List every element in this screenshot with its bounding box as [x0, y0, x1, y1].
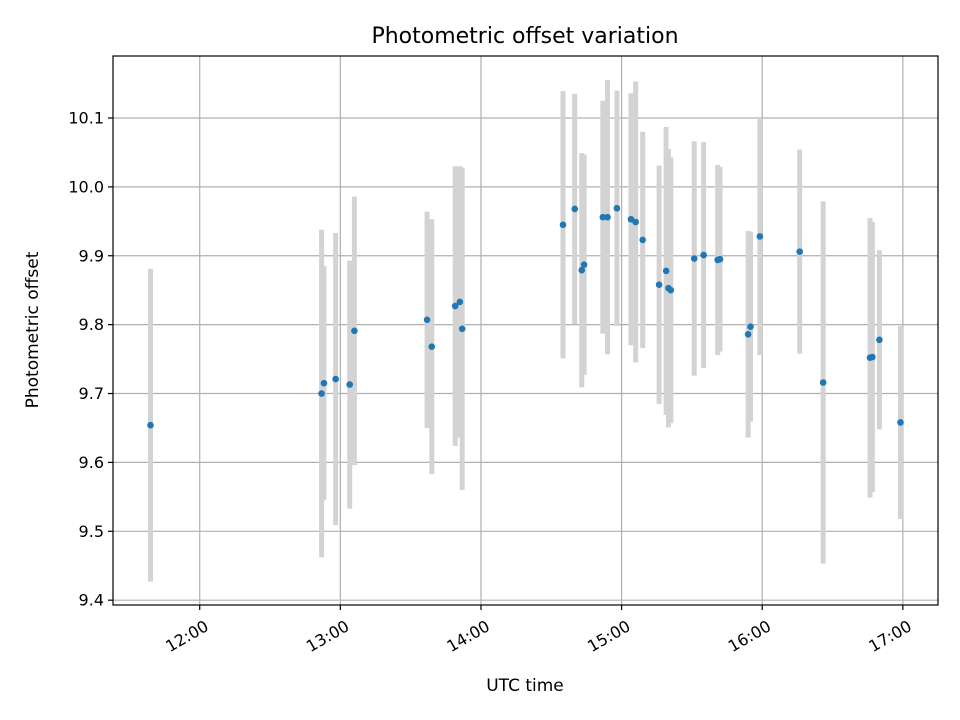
- data-point: [756, 233, 764, 240]
- y-tick-label: 9.5: [79, 522, 104, 541]
- data-point: [639, 236, 646, 244]
- data-point: [869, 353, 876, 361]
- data-point: [876, 336, 883, 344]
- data-point: [351, 327, 358, 335]
- data-point: [632, 218, 639, 226]
- data-point: [578, 266, 586, 274]
- data-point: [559, 221, 567, 229]
- data-point: [796, 248, 804, 255]
- data-point: [716, 255, 724, 263]
- data-point: [147, 421, 154, 429]
- data-point: [458, 325, 466, 333]
- data-point: [346, 381, 354, 388]
- data-point: [423, 316, 431, 324]
- x-axis-label: UTC time: [486, 676, 564, 696]
- data-point: [655, 281, 663, 288]
- data-point: [819, 379, 827, 386]
- y-axis-label: Photometric offset: [23, 251, 43, 408]
- data-point: [451, 302, 459, 310]
- y-tick-label: 10.0: [68, 177, 104, 196]
- data-point: [318, 390, 325, 397]
- data-point: [897, 419, 904, 426]
- data-point: [667, 286, 675, 294]
- data-point: [700, 251, 707, 259]
- data-point: [456, 298, 464, 306]
- data-point: [744, 330, 752, 338]
- data-point: [613, 204, 621, 212]
- data-point: [428, 343, 436, 350]
- data-point: [747, 323, 754, 331]
- data-point: [604, 213, 611, 221]
- y-axis-ticks: 9.4 9.5 9.6 9.7 9.8 9.9 10.0 10.1: [68, 108, 113, 610]
- y-tick-label: 9.7: [79, 384, 104, 403]
- data-point: [571, 205, 579, 213]
- y-tick-label: 9.6: [79, 453, 104, 472]
- data-point: [599, 213, 607, 221]
- plot-frame: [112, 55, 939, 606]
- chart-title: Photometric offset variation: [371, 24, 678, 49]
- y-tick-label: 10.1: [68, 108, 104, 127]
- data-point: [690, 255, 698, 262]
- y-tick-label: 9.8: [79, 315, 104, 334]
- data-point: [320, 379, 328, 387]
- y-tick-label: 9.9: [79, 246, 104, 265]
- data-point: [580, 261, 588, 269]
- data-points: [147, 204, 904, 429]
- data-point: [662, 267, 670, 275]
- y-tick-label: 9.4: [79, 591, 104, 610]
- data-point: [332, 375, 339, 383]
